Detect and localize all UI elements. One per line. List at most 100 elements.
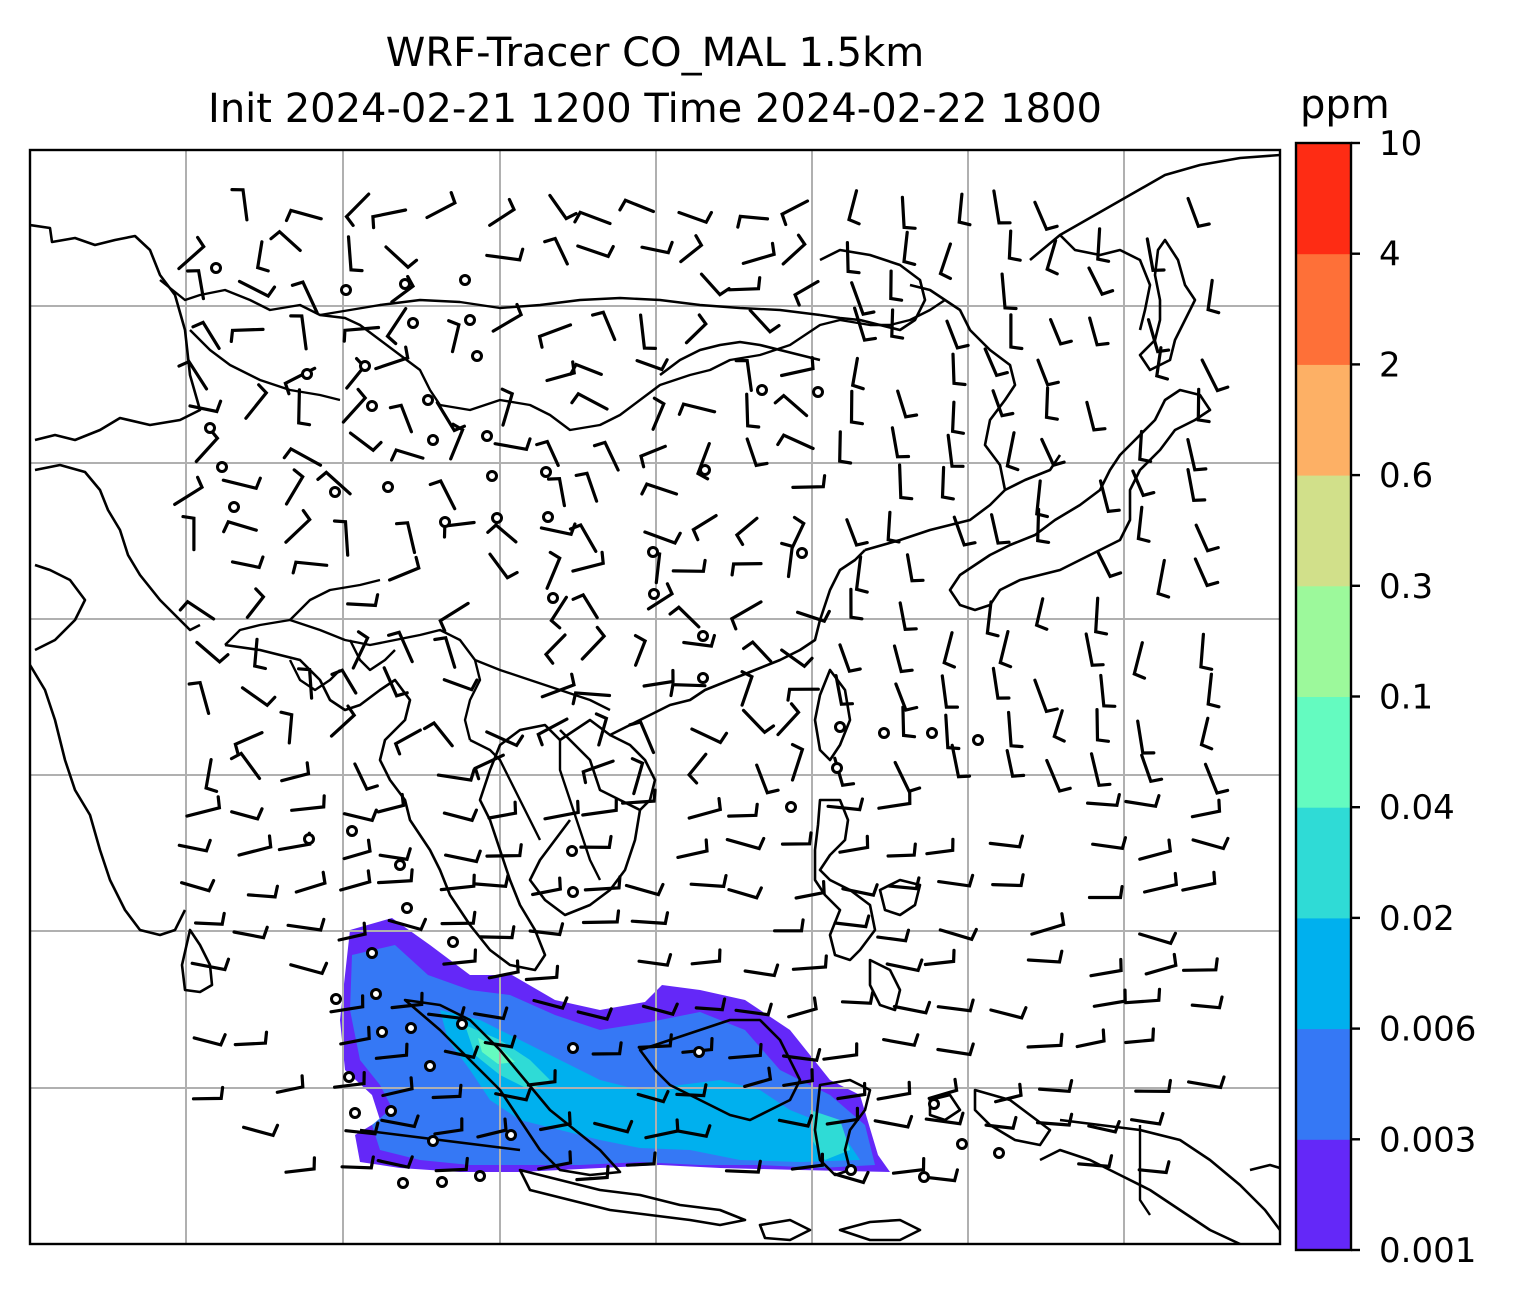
wind-barb [1088,316,1110,347]
wind-barb [1143,871,1179,894]
wind-barb [279,710,294,745]
calm-wind-circle [228,501,240,513]
wind-barb [387,630,414,664]
wind-barb [743,963,780,978]
wind-barb [185,795,222,818]
wind-barb [1040,437,1066,468]
wind-barb [849,587,864,621]
colorbar-bin-0.006 [1296,917,1351,1030]
colorbar-tick-label: 0.001 [1379,1231,1476,1271]
wind-barb [990,513,1011,545]
wind-barb [488,552,519,580]
wind-barb [946,433,965,468]
colorbar-tick-label: 0.04 [1379,788,1455,828]
wind-barb [1084,632,1105,667]
wind-barb [339,1025,371,1046]
wind-barb [230,807,264,821]
wind-barb [640,240,674,255]
wind-barb [1199,716,1214,751]
wind-barb [488,197,517,227]
calm-wind-circle [567,886,579,898]
wind-barb [473,873,510,889]
wind-barb [646,582,675,611]
wind-barb [727,886,763,900]
wind-barb [395,521,417,555]
wind-barb [333,1071,366,1089]
wind-barb [924,1111,965,1126]
wind-barb [440,910,477,926]
wind-barb [1044,386,1059,421]
colorbar-tick-label: 0.1 [1379,678,1433,718]
wind-barb [346,235,364,273]
wind-barb [439,873,476,892]
wind-barb [348,431,383,453]
wind-barb [686,752,708,785]
colorbar-bin-4 [1296,143,1351,255]
wind-barb [736,214,770,229]
calm-wind-circle [385,1105,397,1117]
wind-barb [628,720,656,755]
wind-barb [671,558,707,573]
wind-barb [340,1155,375,1170]
wind-barb [1007,710,1024,749]
calm-wind-circle [699,464,711,476]
wind-barb [689,874,728,889]
colorbar-tick-label: 0.3 [1379,567,1433,607]
wind-barb [950,400,965,435]
wind-barb [891,1157,926,1175]
calm-wind-circle [834,721,846,733]
wind-barb [204,758,219,793]
wind-barb [745,437,769,468]
wind-barb [574,471,599,503]
wind-barb [568,523,598,553]
wind-barb [473,753,505,781]
calm-wind-circle [204,422,216,434]
wind-barb [576,244,615,259]
wind-barb [940,465,955,501]
wind-barb [1186,438,1208,472]
wind-barb [1136,505,1151,543]
wind-barb [618,198,655,214]
wind-barb [385,307,408,346]
wind-barb [374,1042,409,1060]
wind-barb [291,560,329,575]
wind-barb [873,1114,914,1129]
wind-barb [229,751,262,780]
wind-barb [284,509,312,544]
gridlines [30,150,1280,1244]
wind-barb [677,402,717,416]
calm-wind-circle [349,1107,361,1119]
wind-barb [1186,196,1211,229]
wind-barb [282,446,323,467]
wind-barb [679,234,704,264]
wind-barb [905,553,925,583]
wind-barb [639,313,657,350]
wind-barb [425,191,457,220]
wind-barb [925,837,955,856]
calm-wind-circle [464,314,476,326]
wind-barb [230,188,249,222]
calm-wind-circle [491,512,503,524]
calm-wind-circle [366,947,378,959]
wind-barb [1033,678,1059,714]
calm-wind-circle [329,486,341,498]
wind-barb [1196,387,1211,424]
wind-barb [641,1002,679,1017]
calm-wind-circle [399,278,411,290]
wind-barb [989,1006,1028,1020]
wind-barb [487,800,518,820]
wind-barb [485,247,525,262]
wind-barb [592,440,620,472]
wind-barb [668,605,701,629]
calm-wind-circle [481,430,493,442]
wind-barb [543,633,567,665]
wind-barb [940,674,959,709]
calm-wind-circle [456,1018,468,1030]
wind-barb [745,392,761,429]
wind-barb [790,515,806,549]
wind-barb [593,1119,634,1134]
wind-barb [1181,870,1217,892]
wind-barb [639,444,667,469]
wind-barb [433,1117,464,1136]
wind-barb [892,1000,932,1015]
